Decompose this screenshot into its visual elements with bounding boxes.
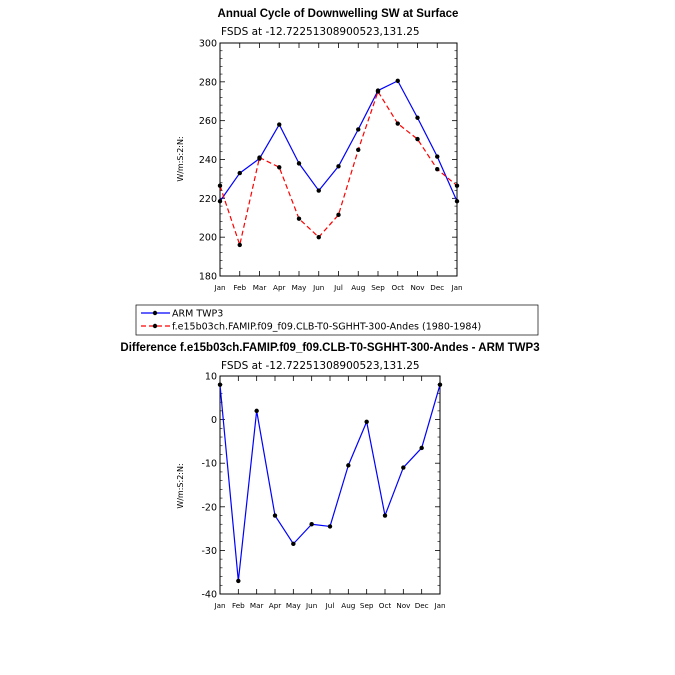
bottom-series-0-point (364, 419, 369, 424)
bottom-xtick-label: Mar (250, 601, 264, 610)
top-series-1-point (395, 121, 400, 126)
top-xtick-label: Jan (213, 283, 225, 292)
bottom-series-0-point (291, 541, 296, 547)
top-ytick-label: 180 (199, 272, 217, 283)
bottom-xtick-label: Apr (269, 601, 281, 610)
top-series-1-point (257, 155, 262, 160)
bottom-xtick-label: Jun (305, 601, 317, 610)
bottom-xtick-label: May (286, 601, 302, 610)
top-series-1-point (375, 89, 381, 94)
top-ytick-label: 240 (199, 155, 217, 166)
bottom-series-0-point (401, 465, 406, 470)
bottom-series-0-point (272, 513, 278, 518)
bottom-xtick-label: Dec (415, 601, 429, 610)
bottom-difference-chart: -40 -30 -20 -10 0 10 Jan Feb Mar Apr May Jun Jul Aug S… (201, 372, 445, 611)
top-ytick-label: 220 (199, 194, 217, 205)
top-ytick-label: 200 (199, 233, 217, 244)
top-series-1-point (336, 212, 341, 218)
bottom-series-0-point (437, 382, 443, 387)
bottom-chart-subtitle: FSDS at -12.72251308900523,131.25 (221, 360, 420, 372)
top-xtick-label: Sep (371, 283, 385, 292)
top-series-0-point (336, 164, 341, 169)
bottom-xtick-label: Feb (232, 601, 245, 610)
bottom-ytick-label: -20 (201, 502, 217, 513)
top-series-0-point (237, 170, 242, 176)
top-ytick-label: 300 (199, 39, 217, 50)
top-xtick-label: Mar (253, 283, 267, 292)
bottom-plot-frame (219, 375, 441, 595)
top-xtick-label: Feb (233, 283, 246, 292)
top-chart-subtitle: FSDS at -12.72251308900523,131.25 (221, 26, 420, 38)
bottom-ytick-label: 10 (205, 372, 217, 383)
top-series-1-point (356, 147, 361, 152)
top-xtick-label: Jan (450, 283, 462, 292)
top-series-1-point (296, 216, 302, 221)
top-xtick-label: Oct (392, 283, 405, 292)
top-xtick-label: Nov (410, 283, 425, 292)
top-series-0-point (356, 127, 361, 132)
bottom-series-0-point (217, 382, 223, 387)
top-series-0-line (219, 80, 458, 202)
legend: ARM TWP3 f.e15b03ch.FAMIP.f09_f09.CLB-T0… (135, 304, 539, 336)
bottom-xtick-label: Sep (360, 601, 374, 610)
top-series-1-point (454, 183, 460, 188)
bottom-xtick-label: Nov (396, 601, 411, 610)
top-series-1-point (435, 167, 440, 172)
top-series-0-point (316, 188, 321, 193)
legend-marker-model (152, 323, 158, 329)
bottom-xtick-label: Aug (341, 601, 355, 610)
bottom-xtick-label: Jan (433, 601, 445, 610)
bottom-series-0-line (219, 384, 441, 582)
bottom-ytick-label: -10 (201, 459, 217, 470)
top-series-0-point (217, 199, 223, 204)
bottom-series-0-point (346, 463, 351, 468)
legend-label-model: f.e15b03ch.FAMIP.f09_f09.CLB-T0-SGHHT-30… (172, 322, 481, 333)
bottom-ytick-label: -40 (201, 590, 217, 601)
top-series-0-point (415, 115, 420, 120)
top-series-0-point (454, 199, 460, 204)
top-series-1-point (237, 242, 242, 248)
top-xtick-label: Jul (333, 283, 343, 292)
top-chart-title: Annual Cycle of Downwelling SW at Surfac… (218, 8, 459, 20)
bottom-xtick-label: Jul (325, 601, 335, 610)
top-ytick-label: 280 (199, 77, 217, 88)
bottom-series-0-point (309, 522, 314, 527)
legend-box (135, 304, 539, 336)
top-plot-frame (219, 42, 458, 277)
top-series-0-point (277, 122, 282, 127)
top-series-1-point (316, 234, 321, 240)
top-series-1-point (277, 165, 282, 170)
bottom-series-0-point (382, 513, 388, 518)
top-series-0-point (296, 161, 302, 166)
top-ytick-label: 260 (199, 116, 217, 127)
top-series-0-point (435, 154, 440, 159)
bottom-series-0-point (419, 445, 424, 451)
bottom-series-0-point (254, 408, 259, 414)
bottom-xtick-label: Jan (213, 601, 225, 610)
legend-label-arm: ARM TWP3 (172, 309, 223, 320)
top-xtick-label: Jun (312, 283, 324, 292)
top-chart-ylabel: W/m:S:2:N: (176, 136, 185, 181)
bottom-series-0-point (236, 578, 241, 584)
bottom-chart-title: Difference f.e15b03ch.FAMIP.f09_f09.CLB-… (120, 342, 539, 354)
bottom-series-0-point (327, 524, 333, 529)
legend-marker-arm (152, 310, 158, 316)
top-series-0-point (395, 78, 400, 84)
top-xtick-label: Apr (273, 283, 285, 292)
top-series-1-point (217, 183, 223, 188)
bottom-xtick-label: Oct (379, 601, 392, 610)
top-line-chart: 180 200 220 240 260 280 300 Jan Feb Mar Apr May Jun J… (199, 39, 463, 293)
top-series-1-point (415, 136, 420, 142)
top-xtick-label: Dec (430, 283, 444, 292)
bottom-ytick-label: -30 (201, 546, 217, 557)
bottom-ytick-label: 0 (211, 415, 217, 426)
top-xtick-label: May (292, 283, 308, 292)
bottom-chart-ylabel: W/m:S:2:N: (176, 463, 185, 508)
top-xtick-label: Aug (351, 283, 365, 292)
